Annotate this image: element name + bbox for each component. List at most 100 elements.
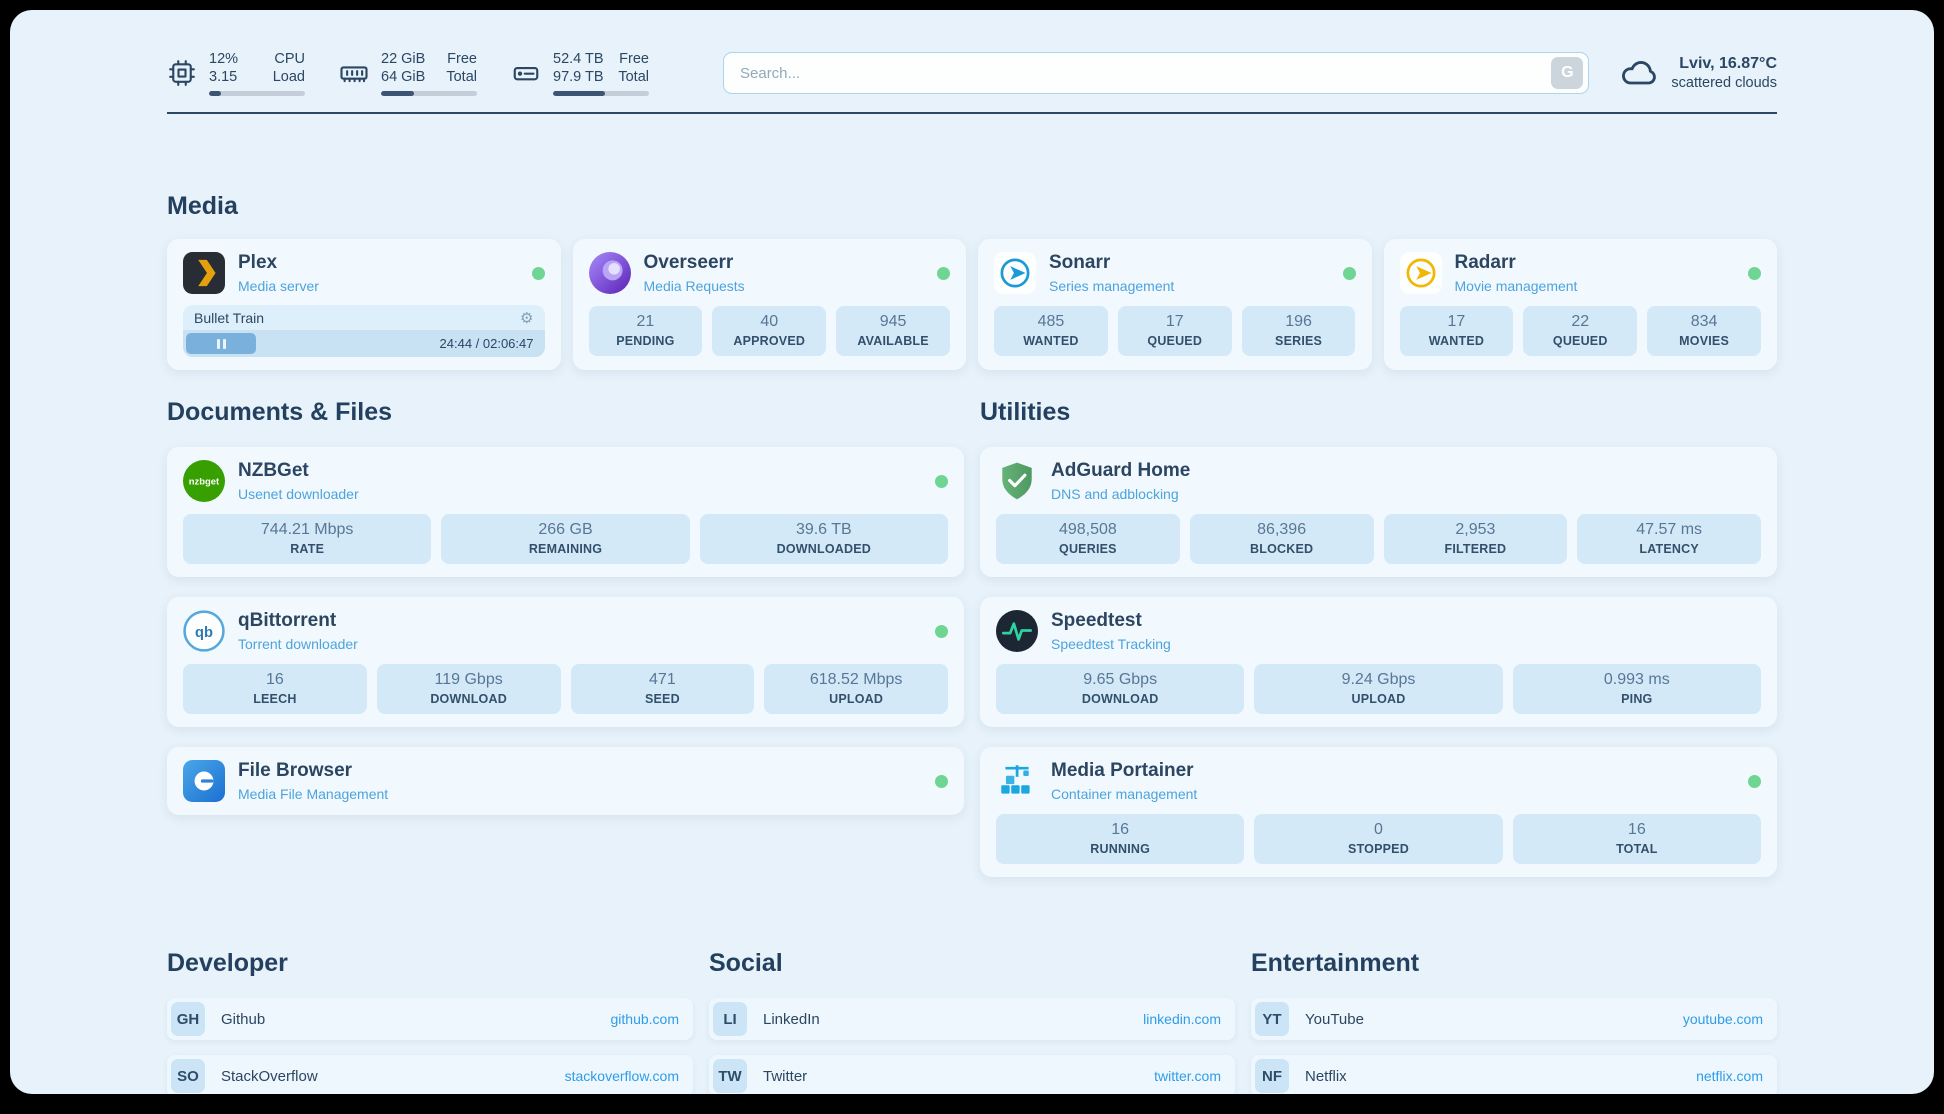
- app-desc: Speedtest Tracking: [1051, 636, 1171, 653]
- bookmark-stackoverflow[interactable]: SO StackOverflow stackoverflow.com: [167, 1055, 693, 1094]
- app-desc: Media File Management: [238, 786, 389, 803]
- plex-now-playing: Bullet Train ⚙ 24:44 / 02:06:47: [183, 305, 545, 358]
- bookmark-url[interactable]: youtube.com: [1682, 1011, 1763, 1028]
- bookmark-url[interactable]: linkedin.com: [1143, 1011, 1221, 1028]
- ram-progress-track: [381, 91, 477, 97]
- app-card-radarr[interactable]: Radarr Movie management 17 WANTED 22 QUE…: [1383, 239, 1777, 371]
- section-title-media: Media: [167, 192, 238, 221]
- stat-upload: 9.24 Gbps UPLOAD: [1254, 664, 1503, 715]
- stat-label: WANTED: [1428, 334, 1485, 349]
- disk-progress-fill: [553, 91, 605, 97]
- entertainment-column: Entertainment YT YouTube youtube.com NF …: [1251, 949, 1777, 1094]
- status-indicator: [937, 266, 950, 280]
- stat-label: LATENCY: [1639, 542, 1699, 557]
- app-card-speedtest[interactable]: Speedtest Speedtest Tracking 9.65 Gbps D…: [980, 597, 1777, 728]
- ram-label-1: Free: [447, 51, 477, 67]
- stat-label: APPROVED: [733, 334, 806, 349]
- pause-icon[interactable]: [216, 338, 226, 349]
- stat-queued: 22 QUEUED: [1523, 306, 1638, 357]
- filebrowser-icon: [183, 760, 225, 803]
- app-desc: Torrent downloader: [238, 636, 358, 653]
- app-name: Radarr: [1454, 252, 1516, 274]
- search-input[interactable]: [740, 64, 1552, 82]
- stat-pending: 21 PENDING: [588, 306, 703, 357]
- stat-label: AVAILABLE: [857, 334, 929, 349]
- stat-label: SERIES: [1275, 334, 1323, 349]
- weather-condition: scattered clouds: [1671, 75, 1777, 92]
- stat-queued: 17 QUEUED: [1117, 306, 1232, 357]
- documents-column: Documents & Files nzbget: [167, 398, 964, 877]
- plex-icon: [183, 252, 225, 295]
- stat-label: SEED: [644, 692, 680, 707]
- stat-value: 86,396: [1257, 521, 1307, 539]
- stat-running: 16 RUNNING: [996, 814, 1245, 865]
- bookmark-github[interactable]: GH Github github.com: [167, 998, 693, 1041]
- ram-progress-fill: [381, 91, 414, 97]
- bookmark-name: StackOverflow: [221, 1067, 318, 1085]
- disk-progress-track: [553, 91, 649, 97]
- weather-widget: Lviv, 16.87°C scattered clouds: [1619, 53, 1777, 93]
- bookmark-twitter[interactable]: TW Twitter twitter.com: [709, 1055, 1235, 1094]
- adguard-icon: [996, 460, 1038, 502]
- app-desc: Media server: [238, 278, 319, 295]
- stat-value: 618.52 Mbps: [809, 671, 903, 689]
- stat-available: 945 AVAILABLE: [836, 306, 950, 357]
- app-card-filebrowser[interactable]: File Browser Media File Management: [167, 747, 964, 816]
- app-card-sonarr[interactable]: Sonarr Series management 485 WANTED 17 Q…: [978, 239, 1372, 371]
- search-bar[interactable]: G: [723, 52, 1590, 95]
- app-name: NZBGet: [238, 460, 309, 482]
- sonarr-icon: [994, 252, 1036, 295]
- cpu-progress-fill: [209, 91, 221, 97]
- stat-label: STOPPED: [1348, 842, 1409, 857]
- app-desc: Movie management: [1454, 278, 1578, 295]
- bookmark-url[interactable]: netflix.com: [1696, 1068, 1763, 1085]
- section-title-utilities: Utilities: [980, 398, 1071, 427]
- playback-time: 24:44 / 02:06:47: [439, 336, 534, 352]
- stat-label: DOWNLOAD: [430, 692, 507, 707]
- cpu-label-2: Load: [272, 69, 305, 86]
- app-card-plex[interactable]: Plex Media server Bullet Train ⚙ 24:44: [167, 239, 561, 371]
- status-indicator: [935, 774, 948, 788]
- stat-blocked: 86,396 BLOCKED: [1189, 514, 1374, 565]
- app-name: Plex: [238, 252, 278, 274]
- ram-free-value: 22 GiB: [381, 51, 426, 67]
- stat-value: 471: [649, 671, 676, 689]
- stat-value: 744.21 Mbps: [260, 521, 354, 539]
- stat-series: 196 SERIES: [1241, 306, 1356, 357]
- stat-seed: 471 SEED: [570, 664, 755, 715]
- app-card-nzbget[interactable]: nzbget NZBGet Usenet downloader 74: [167, 447, 964, 578]
- app-card-overseerr[interactable]: Overseerr Media Requests 21 PENDING 40 A…: [572, 239, 966, 371]
- app-card-portainer[interactable]: Media Portainer Container management 16 …: [980, 747, 1777, 878]
- section-title-entertainment: Entertainment: [1251, 949, 1420, 978]
- stat-value: 196: [1285, 313, 1312, 331]
- cloud-icon: [1622, 61, 1657, 85]
- bookmark-abbr: TW: [713, 1059, 747, 1094]
- stat-value: 17: [1447, 313, 1466, 331]
- bookmark-netflix[interactable]: NF Netflix netflix.com: [1251, 1055, 1777, 1094]
- cpu-icon: [169, 60, 195, 87]
- stat-label: UPLOAD: [829, 692, 884, 707]
- bookmark-linkedin[interactable]: LI LinkedIn linkedin.com: [709, 998, 1235, 1041]
- app-card-qbittorrent[interactable]: qb qBittorrent Torrent downloader: [167, 597, 964, 728]
- app-name: Sonarr: [1049, 252, 1111, 274]
- speedtest-icon: [996, 610, 1038, 653]
- bookmark-url[interactable]: github.com: [610, 1011, 679, 1028]
- qbittorrent-icon: qb: [183, 610, 225, 652]
- stat-upload: 618.52 Mbps UPLOAD: [764, 664, 948, 715]
- bookmark-abbr: SO: [171, 1059, 205, 1094]
- google-search-button[interactable]: G: [1551, 57, 1584, 90]
- stat-leech: 16 LEECH: [183, 664, 367, 715]
- status-indicator: [1748, 774, 1761, 788]
- social-column: Social LI LinkedIn linkedin.com TW Twitt…: [709, 949, 1235, 1094]
- status-indicator: [1748, 266, 1761, 280]
- settings-gear-icon[interactable]: ⚙: [520, 309, 534, 327]
- app-desc: Usenet downloader: [238, 486, 359, 503]
- bookmark-url[interactable]: twitter.com: [1154, 1068, 1221, 1085]
- section-title-documents: Documents & Files: [167, 398, 393, 427]
- bookmark-youtube[interactable]: YT YouTube youtube.com: [1251, 998, 1777, 1041]
- playback-progress-bar[interactable]: 24:44 / 02:06:47: [183, 330, 545, 358]
- bookmark-name: Github: [221, 1010, 266, 1028]
- stat-ping: 0.993 ms PING: [1512, 664, 1761, 715]
- bookmark-url[interactable]: stackoverflow.com: [564, 1068, 679, 1085]
- app-card-adguard[interactable]: AdGuard Home DNS and adblocking 498,508 …: [980, 447, 1777, 578]
